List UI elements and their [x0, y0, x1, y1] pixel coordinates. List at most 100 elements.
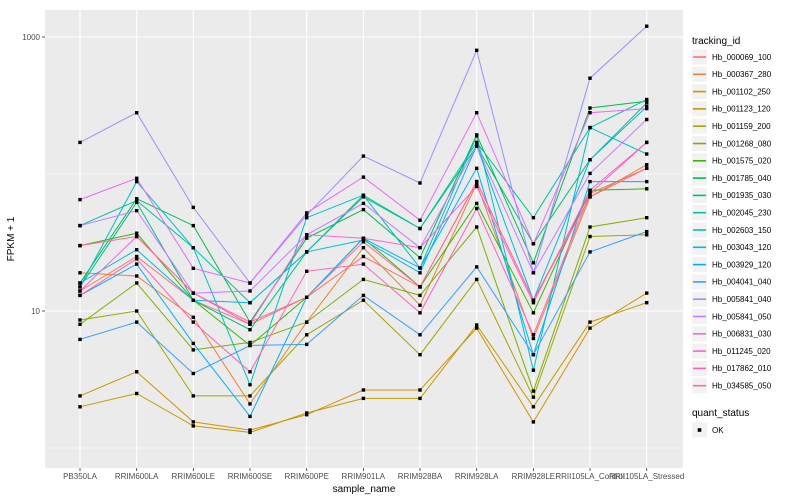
legend-item-Hb_001785_040: Hb_001785_040 [692, 170, 772, 186]
data-point [191, 266, 195, 270]
data-point [305, 233, 309, 237]
data-point [418, 311, 422, 315]
data-point [531, 261, 536, 265]
data-point [418, 293, 422, 298]
legend-item-Hb_001102_250: Hb_001102_250 [692, 84, 771, 100]
x-tick-label: RRIM928LE [512, 472, 556, 481]
data-point [475, 265, 479, 269]
data-point [78, 394, 82, 398]
legend-label: Hb_000367_280 [712, 70, 772, 79]
data-point [305, 250, 309, 254]
data-point [645, 101, 649, 105]
x-tick-label: RRII105LA_Stressed [609, 472, 684, 481]
y-tick-label: 1000 [22, 33, 40, 42]
data-point [305, 213, 309, 217]
y-tick-label: 10 [31, 307, 40, 316]
data-point [191, 341, 195, 346]
data-point [78, 281, 82, 285]
data-point [78, 285, 82, 289]
data-point [418, 256, 422, 260]
data-point [588, 188, 592, 192]
data-point [305, 269, 309, 273]
x-tick-label: RRIM928LA [455, 472, 499, 481]
data-point [191, 205, 195, 210]
data-point [475, 48, 479, 52]
data-point [305, 211, 309, 215]
data-point [531, 271, 536, 275]
legend-label: Hb_011245_020 [712, 347, 771, 356]
data-point [78, 289, 82, 293]
data-point [135, 234, 139, 239]
data-point [645, 140, 649, 145]
legend-label: Hb_005841_040 [712, 295, 772, 304]
data-point [135, 231, 139, 235]
data-point [418, 396, 422, 401]
data-point [305, 413, 309, 417]
data-point [645, 233, 649, 237]
data-point [305, 320, 309, 324]
legend-item-Hb_001159_200: Hb_001159_200 [692, 118, 771, 134]
data-point [531, 298, 536, 302]
data-point [588, 158, 592, 162]
legend-label: Hb_001102_250 [712, 87, 771, 96]
data-point [361, 193, 366, 197]
data-point [475, 166, 479, 170]
data-point [361, 277, 366, 282]
data-point [418, 246, 422, 250]
data-point [418, 353, 422, 357]
data-point [248, 430, 252, 435]
data-point [475, 201, 479, 206]
x-tick-label: RRIM901LA [342, 472, 386, 481]
legend-label: Hb_002045_230 [712, 209, 772, 218]
legend-item-Hb_005841_040: Hb_005841_040 [692, 291, 772, 307]
data-point [191, 424, 195, 428]
data-point [135, 209, 139, 213]
legend-item-Hb_001575_020: Hb_001575_020 [692, 153, 772, 169]
x-tick-label: RRII105LA_Control [555, 472, 625, 481]
data-point [135, 254, 139, 259]
data-point [135, 370, 139, 374]
data-point [361, 246, 366, 250]
data-point [135, 179, 139, 184]
data-point [248, 394, 252, 398]
data-point [645, 105, 649, 109]
legend-item-Hb_017862_010: Hb_017862_010 [692, 360, 772, 376]
data-point [135, 281, 139, 285]
data-point [531, 389, 536, 393]
data-point [135, 309, 139, 313]
data-point [531, 420, 536, 424]
data-point [78, 293, 82, 298]
data-point [248, 328, 252, 332]
data-point [475, 323, 479, 327]
data-point [475, 111, 479, 115]
legend-label: Hb_003929_120 [712, 260, 772, 269]
data-point [78, 271, 82, 275]
data-point [531, 395, 536, 399]
data-point [645, 152, 649, 156]
data-point [191, 291, 195, 295]
data-point [135, 274, 139, 278]
data-point [588, 191, 592, 196]
data-point [475, 277, 479, 282]
data-point [248, 414, 252, 419]
data-point [361, 154, 366, 158]
data-point [248, 370, 252, 374]
legend-item-Hb_001268_080: Hb_001268_080 [692, 136, 772, 151]
data-point [78, 337, 82, 342]
data-point [418, 285, 422, 289]
data-point [135, 248, 139, 252]
data-point [645, 106, 649, 111]
data-point [361, 238, 366, 242]
data-point [588, 179, 592, 184]
legend-label: Hb_000069_100 [712, 53, 772, 62]
legend-item-Hb_001123_120: Hb_001123_120 [692, 101, 771, 117]
data-point [475, 225, 479, 229]
data-point [135, 197, 139, 201]
data-point [418, 226, 422, 231]
data-point [418, 181, 422, 185]
legend-title: tracking_id [692, 36, 740, 47]
legend-label: Hb_001123_120 [712, 105, 771, 114]
data-point [588, 106, 592, 110]
x-tick-label: RRIM600LE [172, 472, 216, 481]
